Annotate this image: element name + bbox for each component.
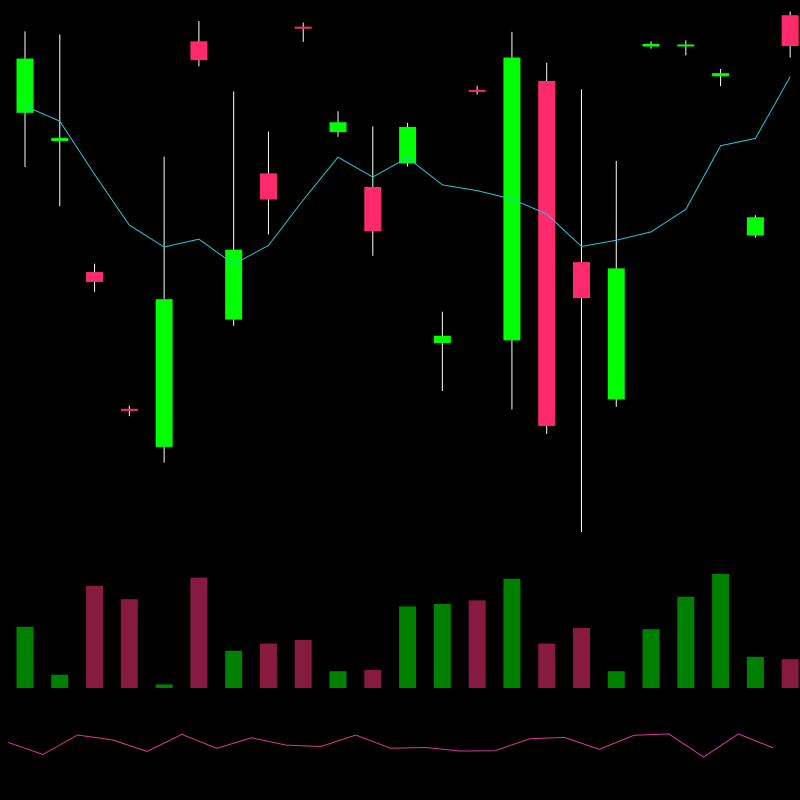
candle — [607, 160, 625, 407]
candle-body — [86, 272, 104, 282]
candle-body — [259, 173, 277, 200]
volume-bar — [712, 574, 730, 688]
candle-body — [294, 26, 312, 29]
candle — [538, 62, 556, 434]
candle-body — [538, 80, 556, 427]
volume-bar — [538, 643, 556, 688]
volume-bar — [190, 577, 208, 688]
volume-bar — [433, 604, 451, 688]
candle — [433, 311, 451, 392]
candle — [781, 11, 799, 58]
candle-body — [642, 43, 660, 47]
candle-body — [677, 44, 695, 47]
candle-body — [399, 126, 417, 164]
candle — [259, 131, 277, 235]
candle — [294, 22, 312, 42]
candle — [51, 34, 69, 207]
indicator-line — [7, 733, 774, 758]
candle-body — [190, 41, 208, 61]
candle-body — [364, 186, 382, 232]
volume-bar — [746, 656, 764, 688]
candle — [16, 31, 34, 168]
volume-bar — [259, 643, 277, 688]
candle-body — [329, 122, 347, 133]
moving-average-line — [24, 76, 791, 265]
indicator-panel — [7, 733, 774, 758]
volume-bar — [329, 671, 347, 688]
volume-bar — [364, 670, 382, 688]
candle-body — [781, 15, 799, 47]
candle — [225, 91, 243, 326]
volume-bar — [468, 600, 486, 688]
candle — [572, 89, 590, 532]
volume-bar — [51, 674, 69, 688]
volume-bar — [503, 578, 521, 688]
volume-bar — [225, 650, 243, 688]
candle — [329, 111, 347, 137]
volume-bar — [294, 640, 312, 688]
candle-body — [51, 137, 69, 142]
volume-panel — [16, 574, 799, 688]
volume-bar — [642, 629, 660, 688]
candle — [677, 40, 695, 56]
candle — [190, 20, 208, 67]
volume-bar — [572, 628, 590, 688]
candle — [120, 405, 138, 417]
candle — [86, 263, 104, 292]
candle-body — [155, 299, 173, 447]
volume-bar — [16, 626, 34, 688]
volume-bar — [781, 659, 799, 688]
volume-bar — [155, 684, 173, 688]
price-panel — [16, 11, 799, 532]
candle-body — [120, 408, 138, 411]
candle-body — [712, 73, 730, 77]
candle-body — [225, 249, 243, 320]
candle — [642, 41, 660, 49]
candle — [155, 156, 173, 463]
volume-bar — [399, 606, 417, 688]
volume-bar — [607, 671, 625, 688]
candle-body — [468, 89, 486, 92]
candle — [399, 122, 417, 167]
candle-body — [746, 217, 764, 236]
candle — [364, 126, 382, 256]
candle — [746, 215, 764, 238]
volume-bar — [677, 596, 695, 688]
candle — [468, 85, 486, 95]
candle-body — [607, 268, 625, 400]
candle-body — [16, 58, 34, 113]
candle — [712, 68, 730, 87]
candle-body — [572, 262, 590, 299]
volume-bar — [120, 599, 138, 688]
volume-bar — [86, 586, 104, 688]
candle-body — [433, 335, 451, 344]
